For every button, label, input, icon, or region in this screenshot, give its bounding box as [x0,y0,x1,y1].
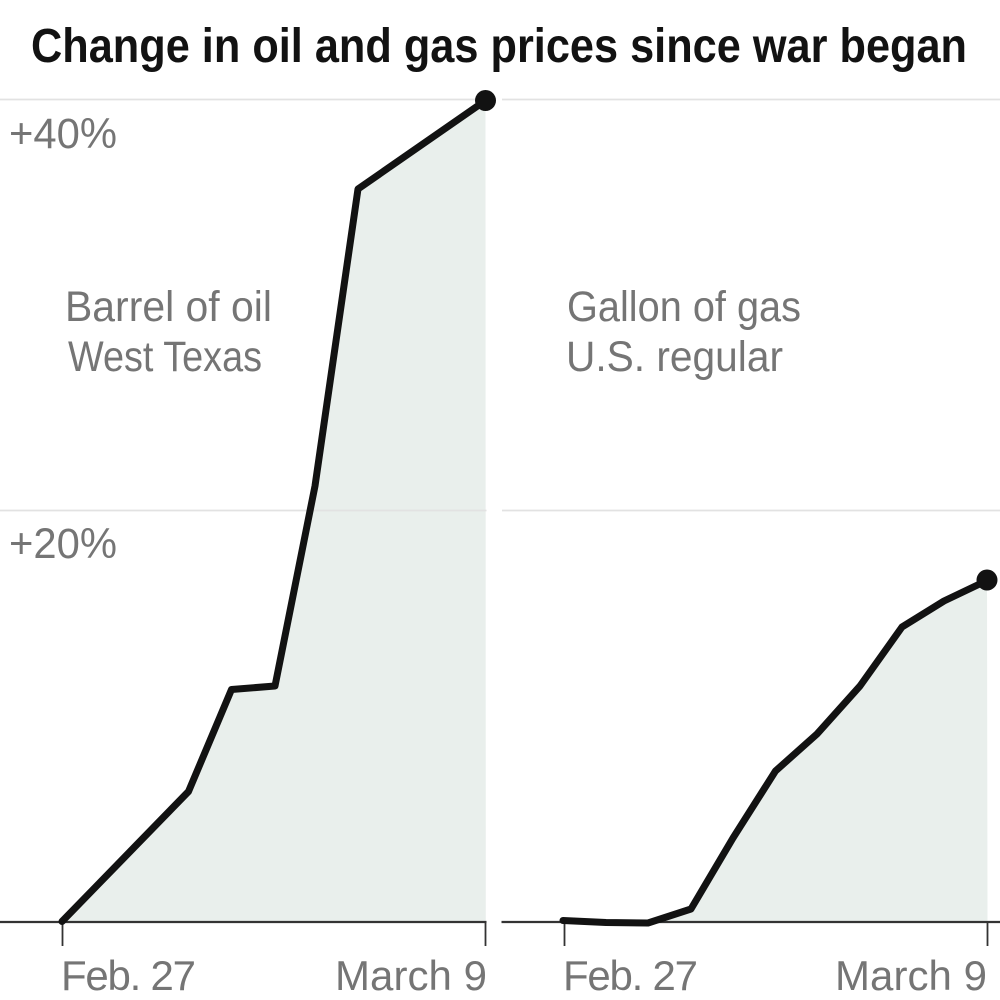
svg-text:Change in oil and gas prices s: Change in oil and gas prices since war b… [31,19,967,73]
svg-text:West Texas: West Texas [68,333,262,381]
svg-text:Feb. 27: Feb. 27 [563,952,698,999]
svg-text:Gallon of gas: Gallon of gas [567,283,801,331]
svg-text:+20%: +20% [9,520,117,568]
svg-text:March 9: March 9 [835,952,987,999]
svg-text:March 9: March 9 [335,952,487,999]
svg-text:U.S. regular: U.S. regular [566,333,783,381]
svg-text:+40%: +40% [9,110,117,158]
svg-text:Barrel of oil: Barrel of oil [65,283,272,331]
svg-text:Feb. 27: Feb. 27 [61,952,196,999]
